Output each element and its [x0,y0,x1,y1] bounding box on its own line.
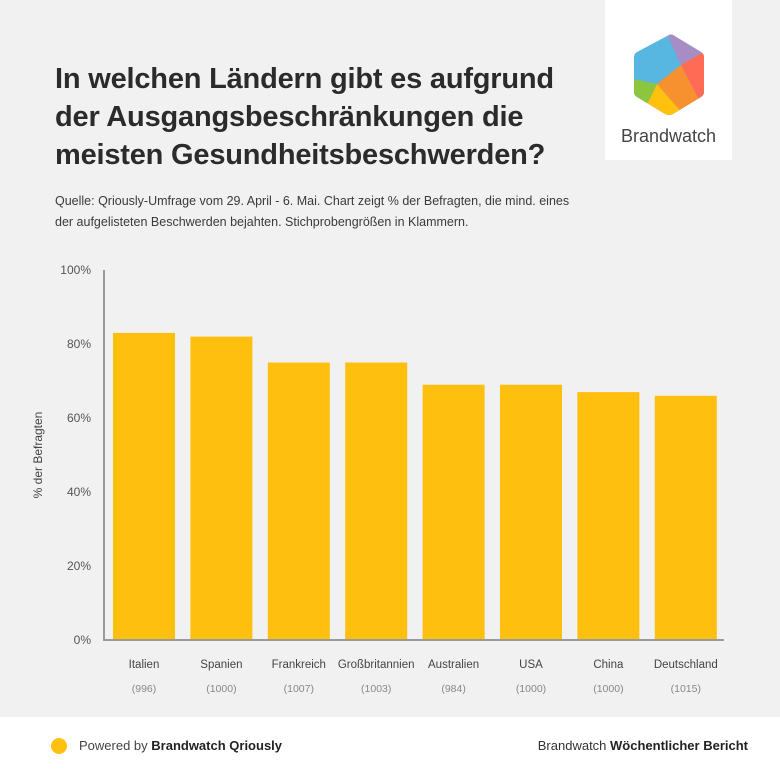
footer: Powered by Brandwatch Qriously Brandwatc… [0,717,780,777]
sample-size-label: (996) [132,683,157,695]
brandwatch-hexagon-logo-icon [634,34,704,115]
y-tick-label: 100% [60,263,91,277]
brandwatch-logo: Brandwatch [605,0,732,160]
bar-deutschland [654,395,717,640]
sample-size-label: (1015) [671,683,701,695]
sample-size-label: (984) [441,683,466,695]
y-axis-label: % der Befragten [31,412,45,499]
bar-usa [500,384,562,640]
chart-subtitle: Quelle: Qriously-Umfrage vom 29. April -… [55,194,570,229]
report-name-text: Brandwatch Wöchentlicher Bericht [538,738,748,753]
x-tick-label: Italien [129,659,160,671]
chart-title: In welchen Ländern gibt es aufgrund der … [55,63,554,171]
brand-dot-icon [51,738,67,754]
report-name: Wöchentlicher Bericht [610,738,748,753]
bar-frankreich [267,362,330,640]
x-tick-label: USA [519,659,543,671]
powered-by-prefix: Powered by [79,738,152,753]
brandwatch-logo-text: Brandwatch [620,126,717,146]
bar-spanien [190,336,253,640]
x-tick-label: Deutschland [654,659,718,671]
sample-size-label: (1000) [516,683,546,695]
bar-china [577,392,640,640]
powered-by-brand: Brandwatch Qriously [151,738,283,753]
bar-australien [422,384,485,640]
bar-chart: 0% 20% 40% 60% 80% 100% Italien (996) Spanien (1… [31,263,724,695]
powered-by-text: Powered by Brandwatch Qriously [79,738,282,753]
y-tick-label: 40% [67,485,91,499]
sample-size-label: (1000) [206,683,236,695]
sample-size-label: (1007) [284,683,314,695]
x-tick-label: China [593,659,624,671]
y-tick-label: 20% [67,559,91,573]
x-tick-label: Frankreich [272,659,326,671]
x-tick-label: Spanien [200,659,242,671]
sample-size-label: (1003) [361,683,391,695]
sample-size-label: (1000) [593,683,623,695]
x-tick-label: Großbritannien [338,659,415,671]
y-tick-label: 80% [67,337,91,351]
y-tick-label: 60% [67,411,91,425]
bar-großbritannien [345,362,408,640]
report-prefix: Brandwatch [537,738,611,753]
y-tick-label: 0% [74,633,92,647]
bar-italien [113,332,175,640]
x-tick-label: Australien [428,659,479,671]
